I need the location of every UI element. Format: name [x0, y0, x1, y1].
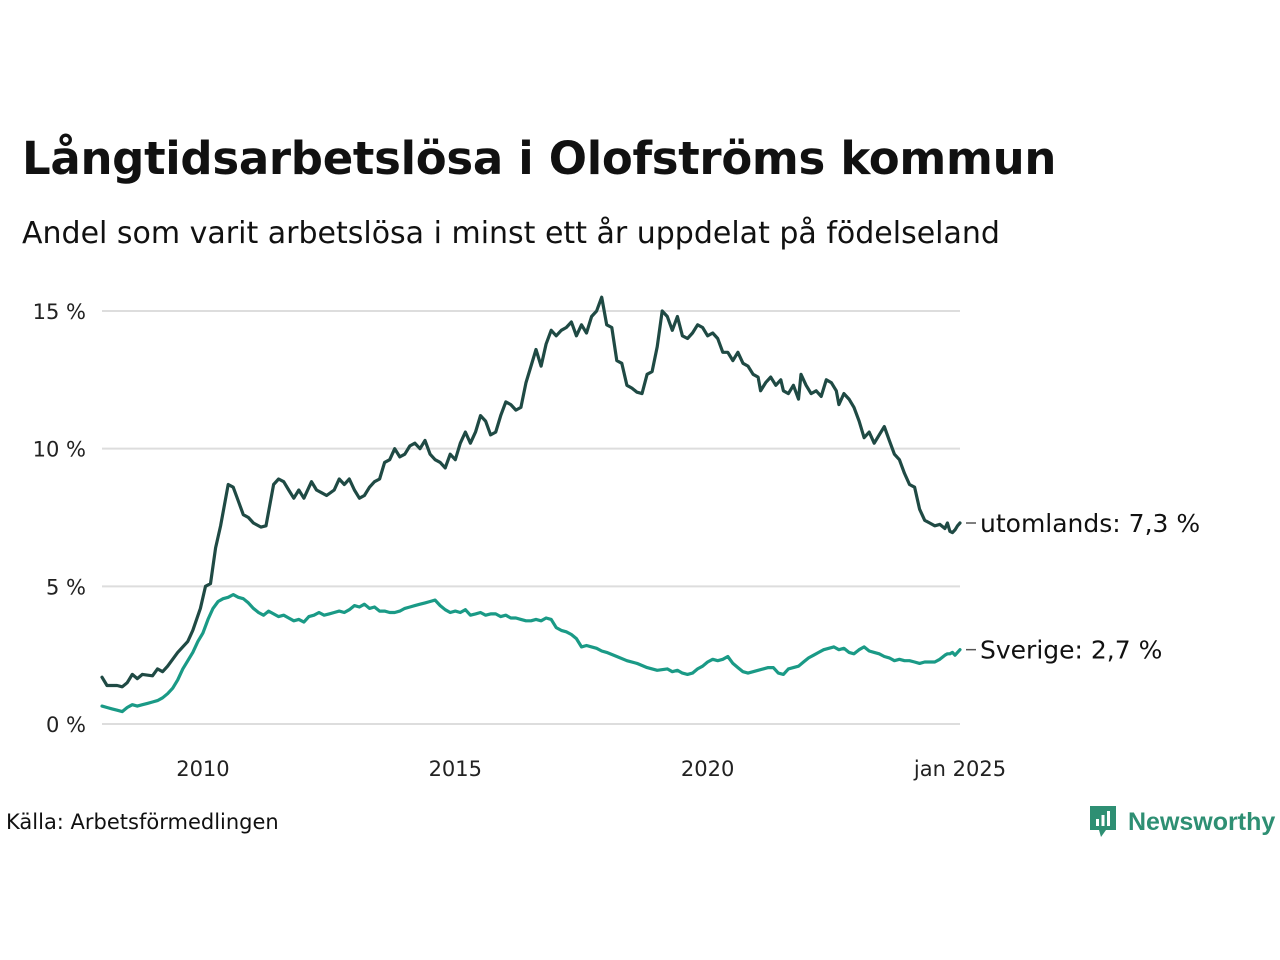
y-tick-label: 10 %: [33, 438, 86, 462]
series-line-utomlands: [100, 295, 962, 689]
chart-logo-icon: [1090, 806, 1116, 837]
x-tick-label: 2015: [429, 757, 482, 781]
axis-ticks: 0 % 5 % 10 % 15 % 2010 2015 2020 jan 2025: [33, 300, 1006, 781]
y-tick-label: 0 %: [46, 713, 86, 737]
x-tick-label: 2010: [176, 757, 229, 781]
series-line-sverige: [100, 593, 962, 714]
gridlines: [102, 310, 960, 725]
logo-text: Newsworthy: [1128, 807, 1276, 836]
newsworthy-logo: Newsworthy: [1088, 804, 1275, 840]
y-tick-label: 15 %: [33, 300, 86, 324]
y-tick-label: 5 %: [46, 575, 86, 599]
end-label-utomlands: utomlands: 7,3 %: [980, 509, 1200, 538]
x-tick-label: 2020: [681, 757, 734, 781]
end-label-sverige: Sverige: 2,7 %: [980, 636, 1162, 665]
series-end-labels: utomlands: 7,3 % Sverige: 2,7 %: [966, 509, 1200, 665]
series-lines: [100, 295, 962, 714]
x-tick-label: jan 2025: [913, 757, 1006, 781]
source-note: Källa: Arbetsförmedlingen: [6, 810, 279, 834]
chart-subtitle: Andel som varit arbetslösa i minst ett å…: [22, 216, 1000, 251]
chart-title: Långtidsarbetslösa i Olofströms kommun: [22, 132, 1057, 185]
